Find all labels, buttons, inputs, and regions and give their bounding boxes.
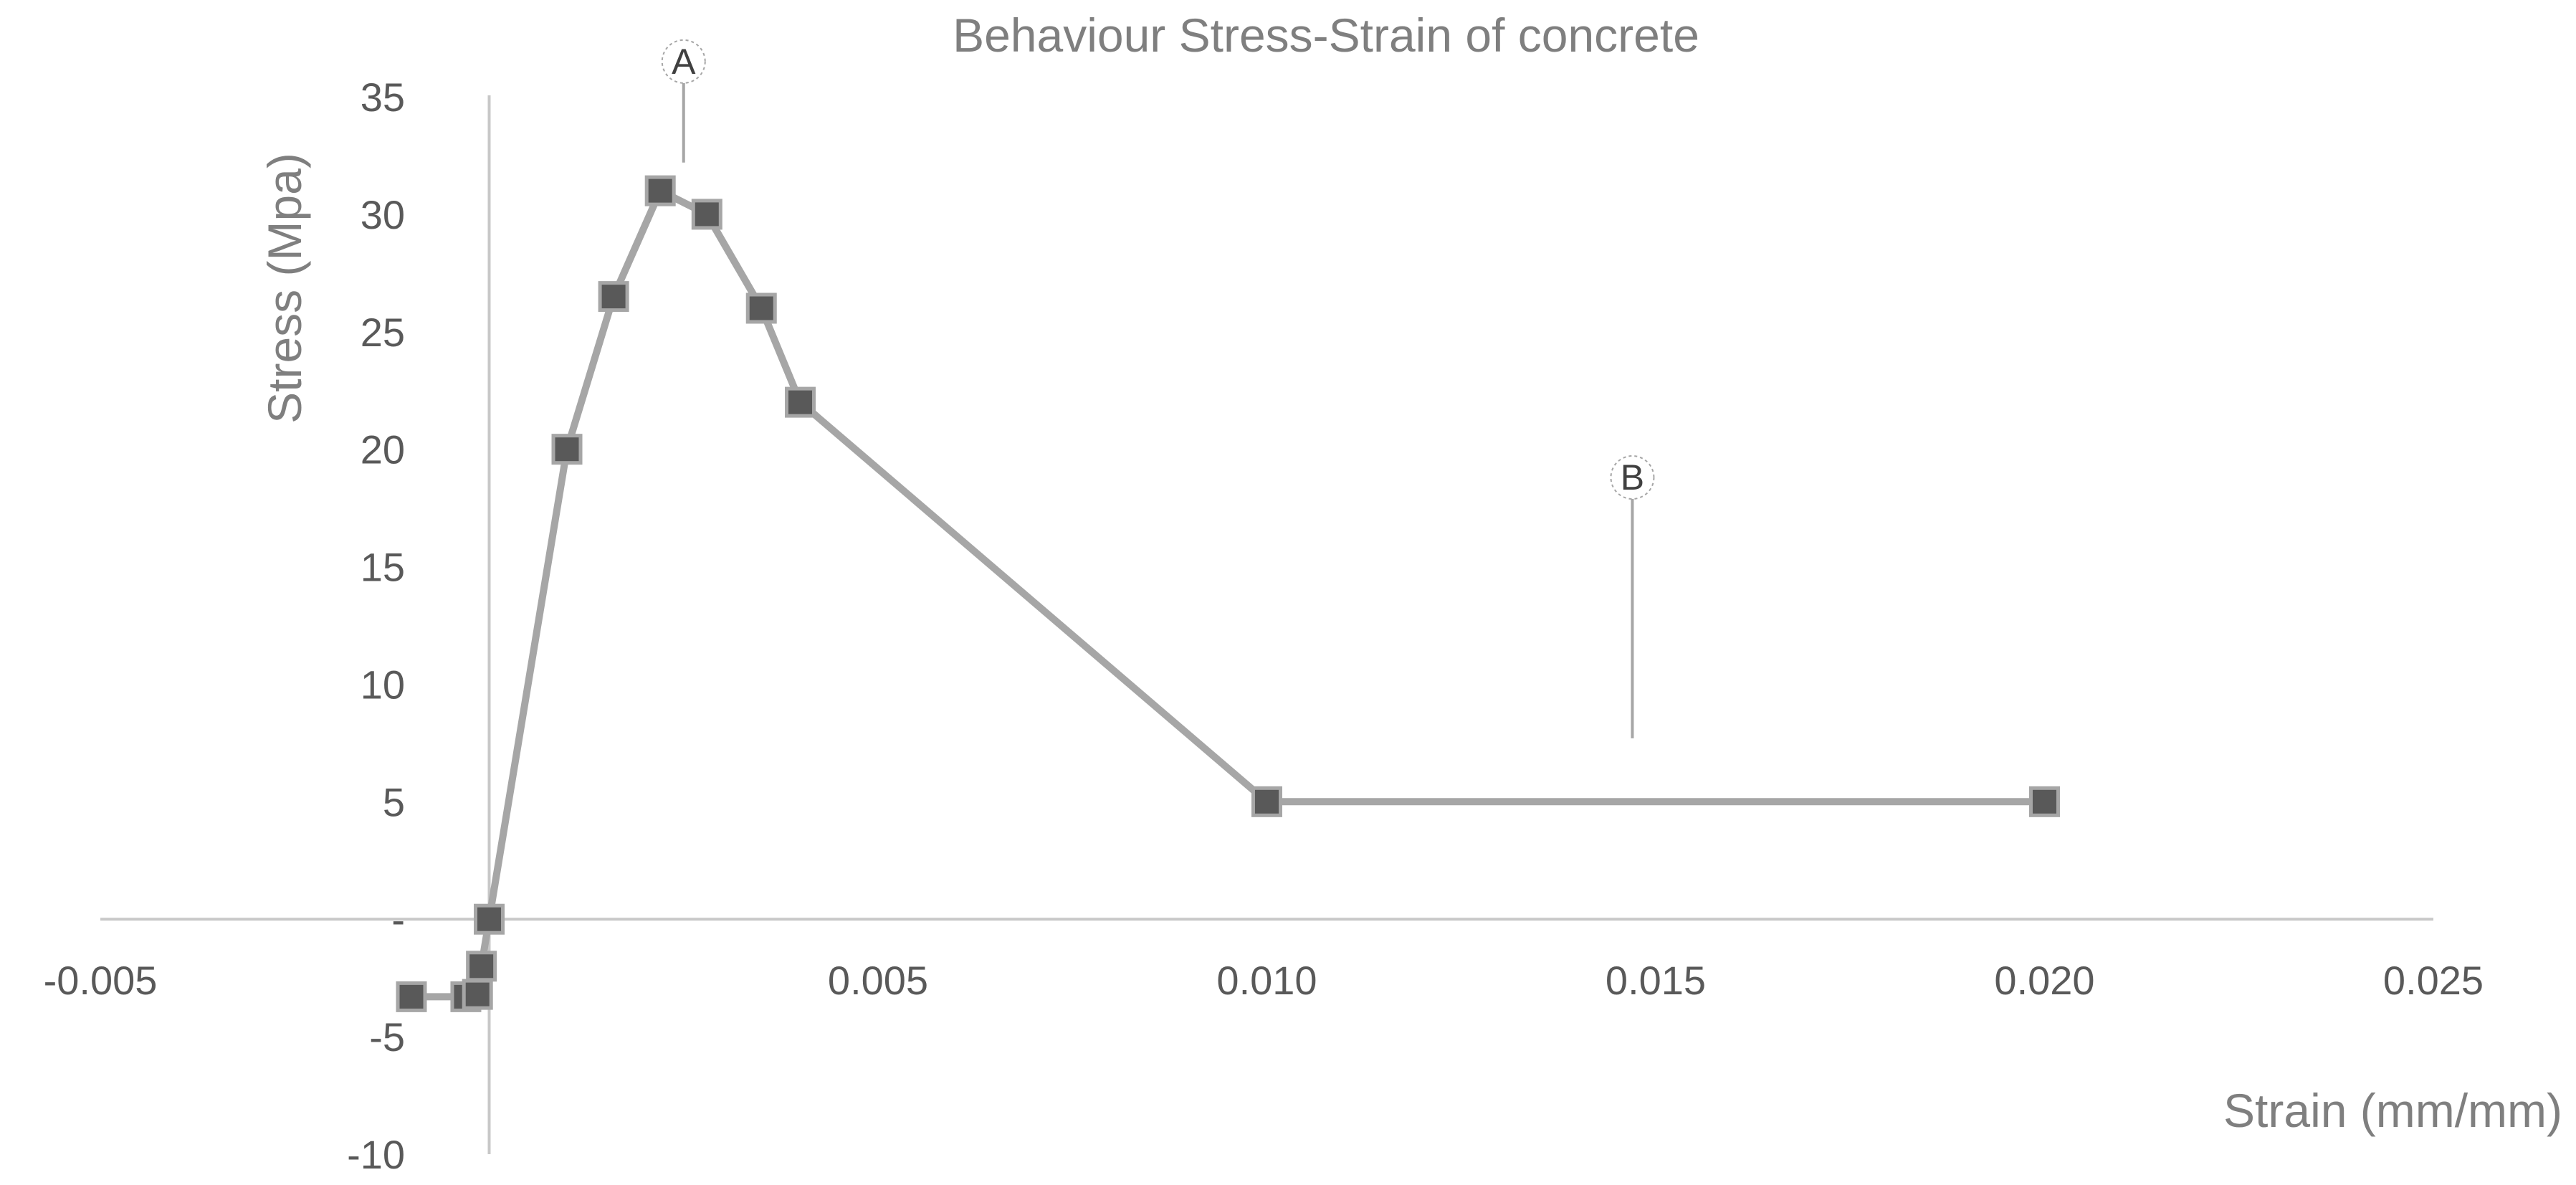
y-tick-label: -10 bbox=[347, 1132, 405, 1177]
y-tick-label: 30 bbox=[361, 192, 405, 237]
x-tick-label: 0.010 bbox=[1216, 958, 1317, 1003]
x-tick-label: 0.025 bbox=[2383, 958, 2484, 1003]
series-line bbox=[408, 187, 2048, 1001]
y-tick-label: 20 bbox=[361, 427, 405, 472]
tick-labels: -0.005 0.005 0.010 0.015 0.020 0.025 35 30 25 20 1… bbox=[44, 75, 2484, 1177]
data-point bbox=[466, 951, 497, 982]
chart-title: Behaviour Stress-Strain of concrete bbox=[953, 9, 1699, 62]
x-axis-title: Strain (mm/mm) bbox=[2223, 1084, 2562, 1137]
data-point bbox=[644, 175, 676, 206]
data-point bbox=[1251, 786, 1282, 817]
data-point bbox=[551, 434, 583, 465]
y-tick-label: 5 bbox=[383, 779, 405, 824]
y-tick-label: -5 bbox=[369, 1014, 405, 1060]
data-point bbox=[785, 386, 816, 418]
series-layer bbox=[396, 175, 2060, 1012]
y-tick-label: 10 bbox=[361, 662, 405, 707]
x-tick-label: -0.005 bbox=[44, 958, 158, 1003]
y-tick-label: 15 bbox=[361, 545, 405, 590]
data-point bbox=[745, 292, 777, 324]
y-tick-label: 25 bbox=[361, 310, 405, 355]
x-tick-label: 0.005 bbox=[828, 958, 928, 1003]
data-point bbox=[396, 981, 427, 1012]
data-point bbox=[474, 903, 505, 935]
callout-bubble bbox=[661, 39, 706, 84]
x-tick-label: 0.020 bbox=[1994, 958, 2094, 1003]
callouts: AB bbox=[661, 39, 1655, 738]
callout-label: A bbox=[672, 42, 696, 82]
callout-bubble bbox=[1610, 455, 1655, 500]
y-axis-title: Stress (Mpa) bbox=[258, 153, 311, 424]
x-tick-label: 0.015 bbox=[1606, 958, 1706, 1003]
y-tick-label: 35 bbox=[361, 75, 405, 120]
y-tick-label: - bbox=[391, 897, 405, 942]
data-point bbox=[462, 979, 493, 1010]
data-point bbox=[598, 281, 629, 313]
data-point bbox=[2029, 786, 2060, 817]
data-point bbox=[691, 199, 722, 230]
callout-label: B bbox=[1621, 457, 1644, 498]
